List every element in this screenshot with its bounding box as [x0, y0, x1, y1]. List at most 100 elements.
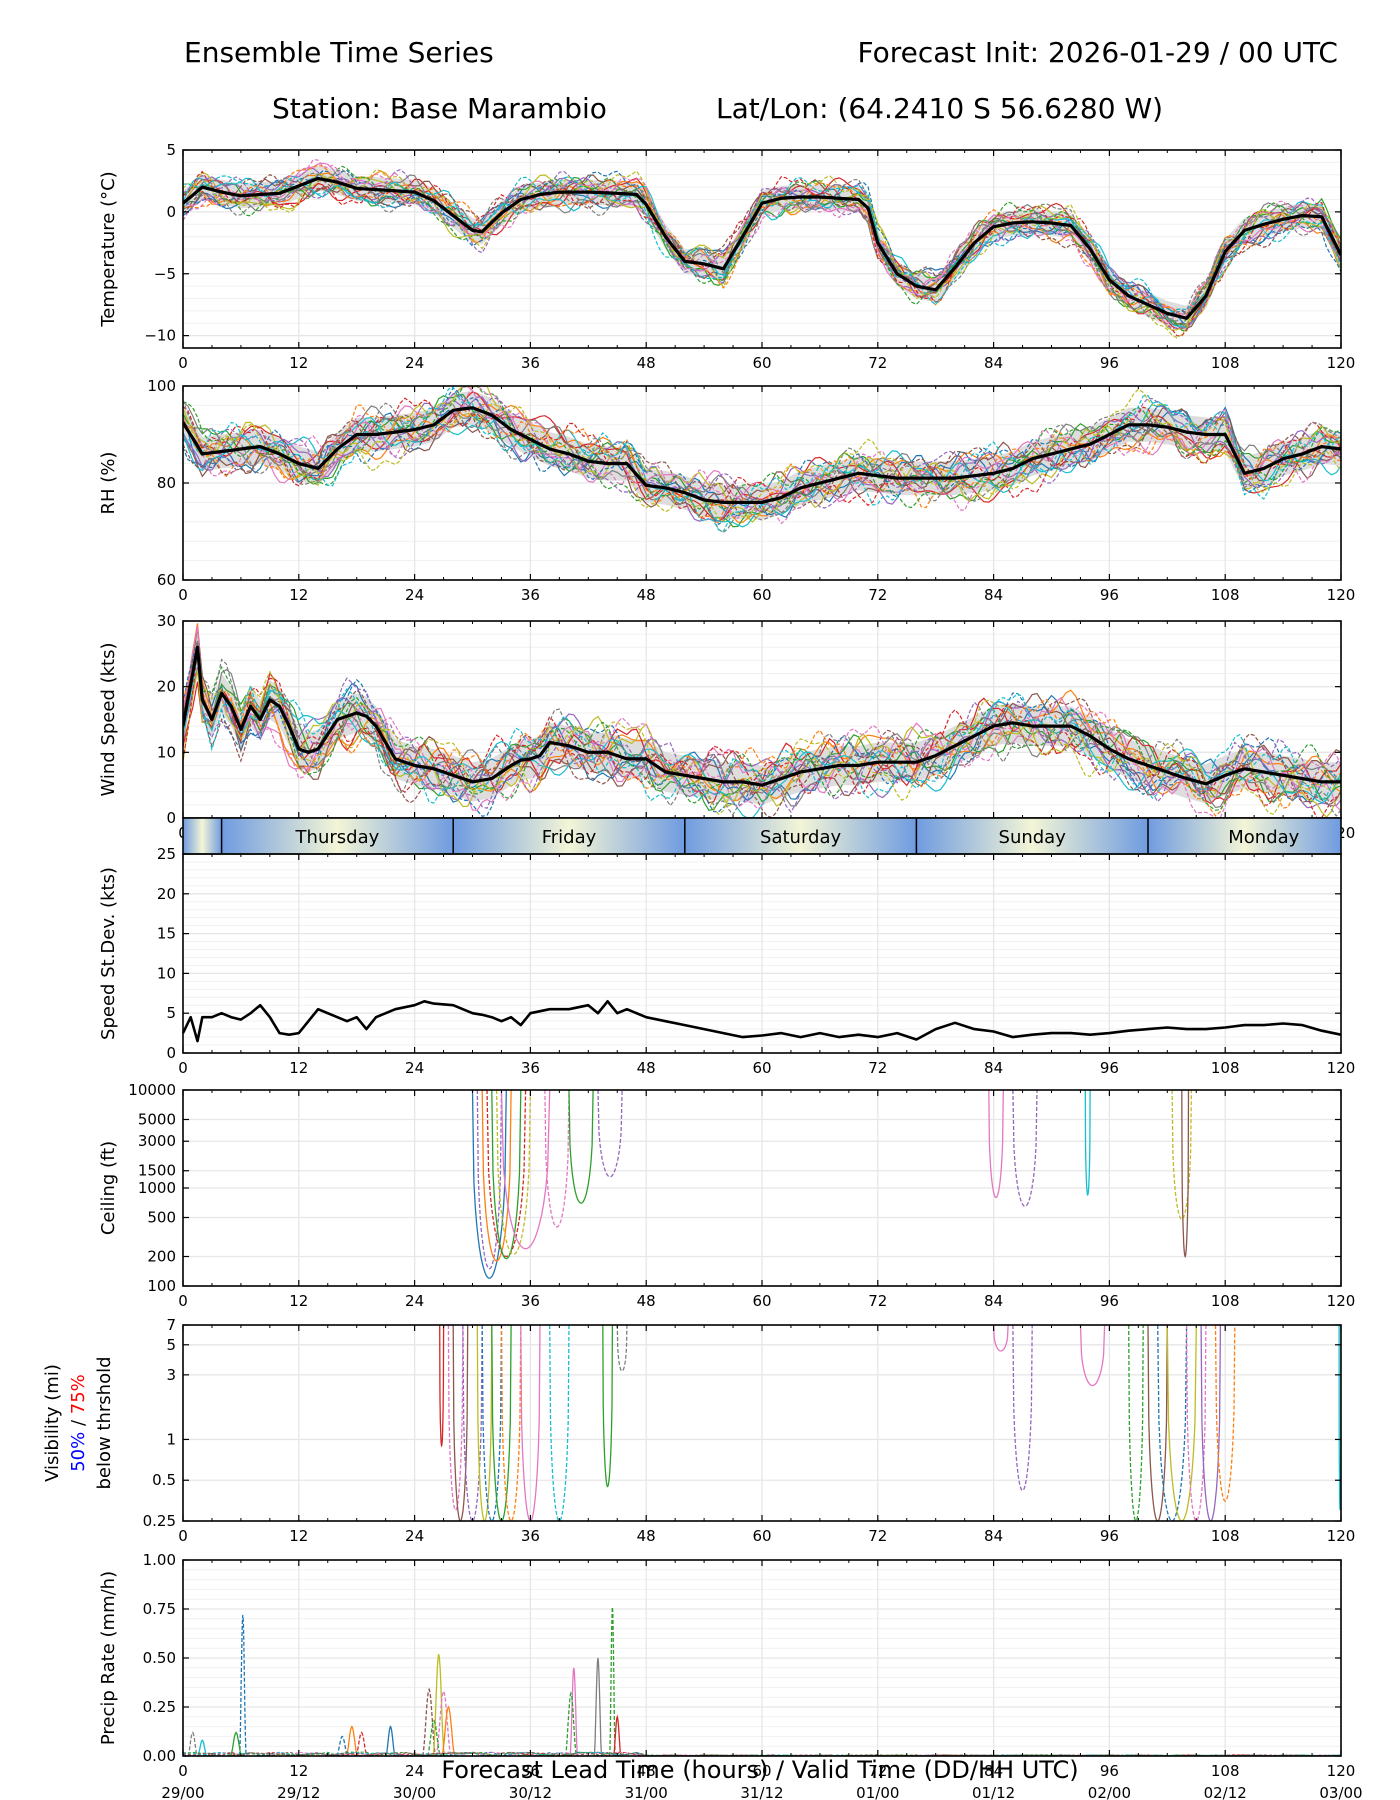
visibility-member-dip: [491, 1324, 512, 1521]
x-tick-label: 84: [984, 586, 1003, 604]
rh-member-line: [183, 399, 1341, 534]
visibility-member-dip: [476, 1324, 493, 1521]
x-tick-label: 0: [178, 354, 188, 372]
visibility-member-dip: [1214, 1324, 1236, 1502]
y-tick-label: 15: [157, 925, 176, 943]
y-tick-label: 0: [166, 203, 176, 221]
visibility-panel: 7 5 3 1 0.5 0.250 12 24 36 48 60 72 84 96 108 120 Visibi…: [42, 1316, 1355, 1545]
x-tick-label: 84: [984, 1527, 1003, 1545]
wind-data: [183, 623, 1341, 818]
day-segment: [916, 818, 1148, 854]
x-tick-label: 12: [289, 1292, 308, 1310]
temperature-member-line: [183, 177, 1341, 329]
visibility-member-dip: [452, 1324, 469, 1521]
ceiling-member-dip: [1181, 1089, 1190, 1258]
speed_sd-panel: 25 20 15 10 5 00 12 24 36 48 60 72 84 96 108 120 Speed S…: [98, 845, 1355, 1077]
rh-member-line: [183, 407, 1341, 517]
precip-member-spike: [345, 1725, 359, 1757]
visibility-member-dip: [602, 1324, 614, 1488]
ceiling-member-dip: [481, 1089, 512, 1262]
rh-data: [183, 386, 1341, 534]
precip-member-spike: [426, 1719, 442, 1757]
precip-member-spike: [569, 1667, 579, 1757]
temperature-mean-line: [183, 176, 1341, 320]
precip-member-spike: [238, 1614, 247, 1757]
y-tick-label: 0.25: [143, 1512, 176, 1530]
x-tick-label: 60: [752, 586, 771, 604]
day-segment: [1148, 818, 1341, 854]
temperature-member-line: [183, 169, 1341, 330]
x-tick-label: 0: [178, 1527, 188, 1545]
precip-member-spike: [564, 1691, 578, 1757]
x-tick-label: 60: [752, 354, 771, 372]
ceiling-member-dip: [500, 1089, 551, 1250]
ceiling-member-dip: [1012, 1089, 1038, 1207]
y-tick-label: 80: [157, 474, 176, 492]
y-tick-label: −10: [144, 327, 176, 345]
y-tick-label: 0.75: [143, 1600, 176, 1618]
x-tick-label: 12: [289, 354, 308, 372]
x-tick-label: 84: [984, 1762, 1003, 1780]
precip-ylabel: Precip Rate (mm/h): [98, 1571, 119, 1745]
visibility-member-dip: [1185, 1324, 1207, 1521]
ceiling-member-dip: [1084, 1089, 1091, 1197]
valid-time-label: 01/00: [856, 1784, 899, 1800]
precip-grid: [182, 1559, 1342, 1757]
precip-panel: 1.00 0.75 0.50 0.25 0.000 29/00 12 29/12 24 30/00…: [98, 1551, 1363, 1800]
rh-member-line: [183, 386, 1341, 510]
visibility-member-dip: [1128, 1324, 1144, 1521]
rh-spread-band: [183, 390, 1341, 520]
label-sep: /: [68, 1414, 89, 1432]
day-segment: [684, 818, 917, 854]
valid-time-label: 30/12: [509, 1784, 552, 1800]
wind-member-line: [183, 654, 1341, 811]
day-segment: [453, 818, 685, 854]
x-tick-label: 60: [752, 1762, 771, 1780]
precip-member-spike: [593, 1657, 603, 1757]
ceiling-member-dip: [568, 1089, 594, 1204]
y-tick-label: 0: [166, 1044, 176, 1062]
wind-member-line: [183, 645, 1341, 809]
y-tick-label: 30: [157, 612, 176, 630]
visibility-member-dip: [549, 1324, 570, 1521]
x-tick-label: 60: [752, 1527, 771, 1545]
rh-member-line: [183, 400, 1341, 528]
x-tick-label: 36: [521, 1762, 540, 1780]
day-segment: [221, 818, 454, 854]
wind-member-line: [183, 643, 1341, 818]
temperature-panel: 50−5−100 12 24 36 48 60 72 84 96 108 120Temperatur…: [98, 141, 1355, 372]
valid-time-label: 31/12: [740, 1784, 783, 1800]
y-tick-label: 1500: [138, 1162, 176, 1180]
ceiling-grid: [182, 1089, 1342, 1287]
x-tick-label: 72: [868, 1527, 887, 1545]
y-tick-label: 500: [147, 1209, 176, 1227]
speed-sd-ylabel: Speed St.Dev. (kts): [98, 867, 119, 1040]
wind-member-line: [183, 653, 1341, 804]
x-axis-label: Forecast Lead Time (hours) / Valid Time …: [441, 1756, 1078, 1784]
x-tick-label: 84: [984, 1059, 1003, 1077]
wind-member-line: [183, 640, 1341, 817]
y-tick-label: 5: [166, 1336, 176, 1354]
x-tick-label: 36: [521, 354, 540, 372]
x-tick-label: 72: [868, 586, 887, 604]
rh-member-line: [183, 404, 1341, 523]
ceiling-ylabel: Ceiling (ft): [98, 1141, 119, 1235]
y-tick-label: 0.00: [143, 1747, 176, 1765]
wind-member-line: [183, 654, 1341, 818]
y-tick-label: 10: [157, 743, 176, 761]
x-tick-label: 24: [405, 1762, 424, 1780]
rh-mean-line: [183, 406, 1341, 504]
precip-member-spike: [385, 1725, 396, 1757]
wind-member-line: [183, 627, 1341, 797]
precip-member-spike: [432, 1653, 446, 1757]
x-tick-label: 0: [178, 1292, 188, 1310]
x-tick-label: 120: [1327, 354, 1356, 372]
precip-member-spike: [229, 1731, 243, 1757]
visibility-threshold-label: 50% / 75%: [68, 1374, 89, 1472]
wind-mean-line: [183, 645, 1341, 787]
x-tick-label: 0: [178, 1059, 188, 1077]
x-tick-label: 36: [521, 586, 540, 604]
x-tick-label: 84: [984, 1292, 1003, 1310]
x-tick-label: 84: [984, 354, 1003, 372]
day-label-friday: Friday: [542, 827, 597, 848]
